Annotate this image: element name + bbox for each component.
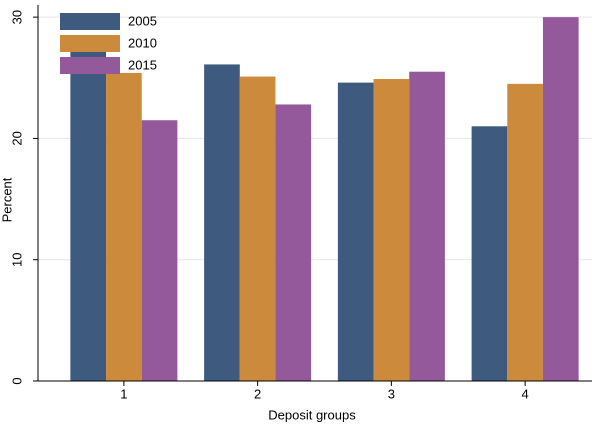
legend-swatch (60, 13, 120, 30)
bar (373, 78, 410, 382)
bar (141, 120, 178, 382)
legend-label: 2005 (128, 13, 157, 28)
x-tick-label: 4 (522, 386, 529, 401)
y-tick-label: 0 (9, 377, 24, 384)
bar (471, 126, 508, 382)
bar (337, 82, 374, 382)
bar (409, 71, 445, 381)
legend-label: 2010 (128, 35, 157, 50)
bar (275, 104, 312, 381)
legend-swatch (60, 57, 120, 74)
bar (507, 83, 543, 381)
x-tick-label: 3 (388, 386, 395, 401)
bar (239, 76, 276, 382)
x-axis-title: Deposit groups (268, 407, 356, 422)
y-tick-label: 20 (9, 131, 24, 145)
y-tick-label: 10 (9, 252, 24, 266)
x-tick-label: 2 (254, 386, 261, 401)
bar (106, 72, 142, 381)
y-axis-title: Percent (0, 177, 14, 222)
x-tick-label: 1 (120, 386, 127, 401)
bar (542, 17, 579, 382)
bar (70, 42, 107, 381)
legend-swatch (60, 35, 120, 52)
legend-label: 2015 (128, 57, 157, 72)
bar (204, 64, 240, 382)
y-tick-label: 30 (9, 10, 24, 24)
